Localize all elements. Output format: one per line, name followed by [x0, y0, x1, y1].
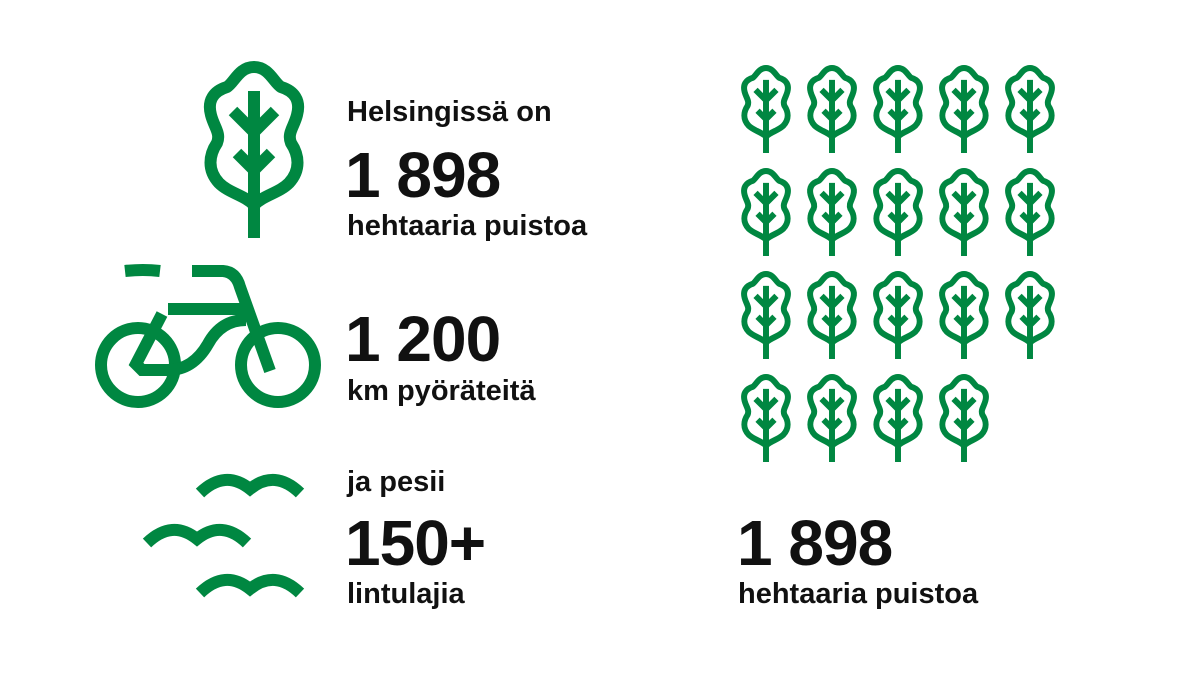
parks-unit: hehtaaria puistoa — [347, 210, 588, 242]
leaf-icon — [868, 62, 928, 154]
leaf-icon — [802, 165, 862, 257]
leaf-icon — [1000, 62, 1060, 154]
leaf-icon — [934, 268, 994, 360]
leaf-icon — [736, 62, 796, 154]
leaf-icon — [934, 165, 994, 257]
leaf-icon — [1000, 268, 1060, 360]
leaf-icon — [868, 268, 928, 360]
birds-intro: ja pesii — [347, 466, 446, 498]
leaf-icon — [868, 165, 928, 257]
leaf-icon — [802, 268, 862, 360]
leaf-icon — [802, 62, 862, 154]
bicycle-icon — [95, 264, 321, 408]
birds-icon — [142, 474, 305, 598]
leaf-icon — [934, 62, 994, 154]
leaf-icon — [736, 165, 796, 257]
leaf-icon — [934, 371, 994, 463]
grid-unit: hehtaaria puistoa — [738, 578, 979, 610]
leaf-icon — [736, 268, 796, 360]
leaf-icon — [1000, 165, 1060, 257]
bikes-unit: km pyöräteitä — [347, 375, 536, 407]
birds-unit: lintulajia — [347, 578, 465, 610]
parks-value: 1 898 — [345, 139, 501, 211]
leaf-icon — [198, 55, 310, 240]
birds-value: 150+ — [345, 507, 486, 579]
leaf-icon — [802, 371, 862, 463]
grid-value: 1 898 — [737, 507, 893, 579]
leaf-icon — [736, 371, 796, 463]
parks-intro: Helsingissä on — [347, 96, 552, 128]
bikes-value: 1 200 — [345, 303, 501, 375]
leaf-icon — [868, 371, 928, 463]
